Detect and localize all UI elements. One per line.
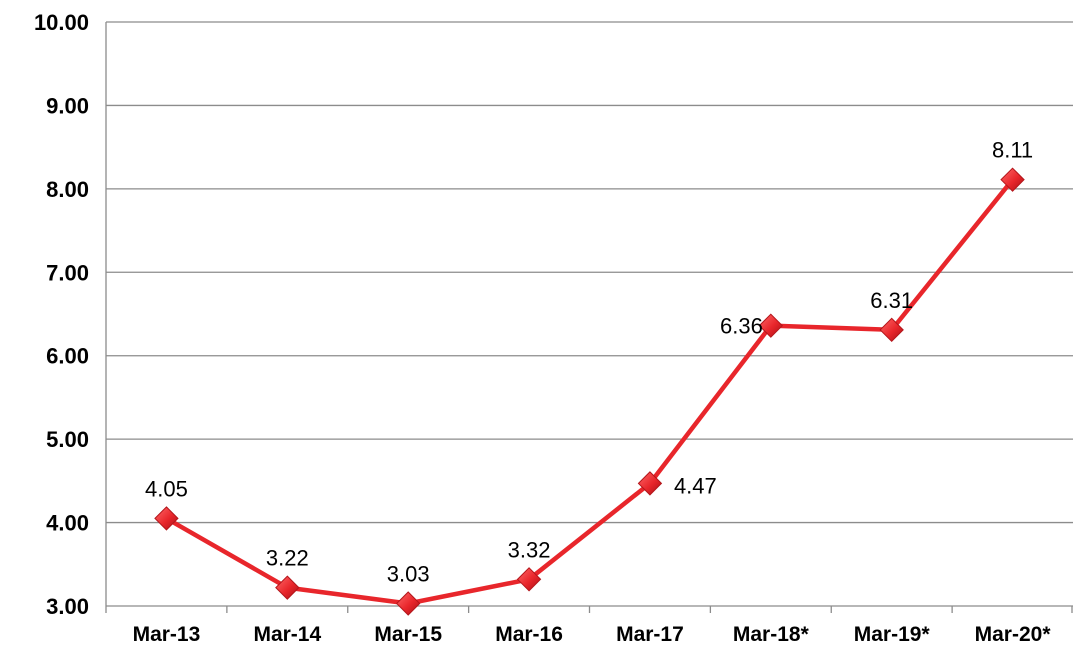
data-label: 6.31 [870,288,913,313]
data-label: 4.05 [145,476,188,501]
data-label: 8.11 [992,138,1033,163]
series-markers [154,167,1025,616]
data-point-marker [154,506,179,531]
x-tick-label: Mar-20* [975,623,1052,646]
x-tick-label: Mar-15 [374,623,442,646]
x-tick-label: Mar-19* [854,623,931,646]
data-label: 3.03 [387,561,430,586]
data-label: 6.36 [720,314,763,339]
data-point-marker [395,591,421,616]
data-point-marker [516,567,542,592]
data-label: 3.32 [508,537,551,562]
series-line [164,177,1015,606]
data-point-marker [1000,167,1025,192]
data-point-marker [758,313,784,338]
y-tick-label: 7.00 [46,260,89,285]
y-axis-tick-labels: 3.00 4.00 5.00 6.00 7.00 8.00 9.00 10.00 [34,10,89,619]
x-tick-label: Mar-16 [495,623,563,646]
x-tick-label: Mar-17 [616,623,684,646]
gridlines [106,21,1073,524]
data-label: 3.22 [266,546,309,571]
y-tick-label: 10.00 [34,10,89,35]
data-labels: 4.05 3.22 3.03 3.32 4.47 6.36 6.31 8.11 [145,138,1033,587]
series-line [164,177,1015,606]
y-tick-label: 8.00 [46,177,89,202]
x-tick-label: Mar-13 [133,623,201,646]
x-axis-tick-labels: Mar-13 Mar-14 Mar-15 Mar-16 Mar-17 Mar-18* Mar… [133,623,1052,646]
data-point-marker [275,575,300,600]
data-point-marker [637,471,663,496]
data-label: 4.47 [674,473,717,498]
x-tick-label: Mar-14 [253,623,321,646]
y-tick-label: 9.00 [46,93,89,118]
x-tick-label: Mar-18* [733,623,810,646]
data-point-marker [879,317,904,343]
y-tick-label: 3.00 [46,594,89,619]
axes [105,22,1073,613]
y-tick-label: 4.00 [46,511,89,536]
y-tick-label: 6.00 [46,344,89,369]
y-tick-label: 5.00 [46,427,89,452]
